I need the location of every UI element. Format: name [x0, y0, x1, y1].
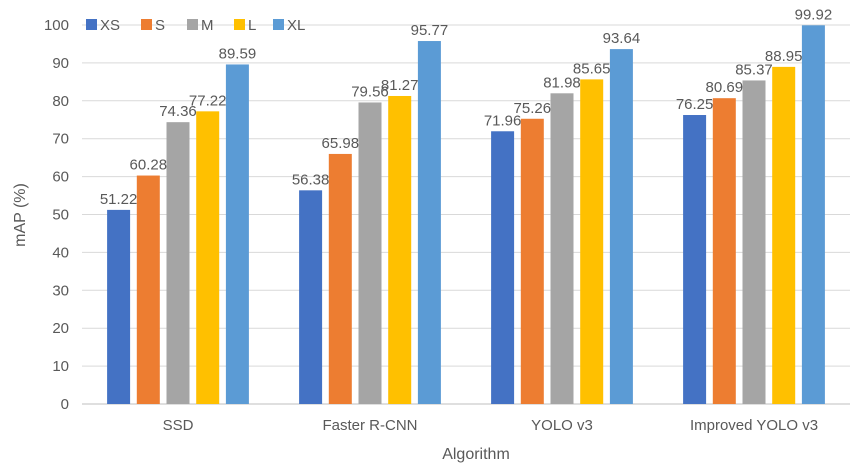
legend-swatch — [187, 19, 198, 30]
data-label: 88.95 — [765, 48, 803, 65]
bar-xl — [801, 25, 825, 405]
bar-m — [166, 122, 190, 404]
data-label: 80.69 — [706, 79, 744, 96]
bar-xs — [107, 209, 131, 404]
y-axis-ticks: 0 10 20 30 40 50 60 70 80 90 100 — [44, 17, 69, 413]
data-label: 95.77 — [411, 22, 449, 39]
y-tick-label: 50 — [52, 207, 69, 224]
bar-xl — [609, 49, 633, 404]
x-category-label: SSD — [163, 417, 194, 434]
legend: XS S M L XL — [86, 17, 305, 34]
x-category-label: Improved YOLO v3 — [690, 417, 818, 434]
y-tick-label: 20 — [52, 320, 69, 337]
x-axis-categories: SSD Faster R-CNN YOLO v3 Improved YOLO v3 — [163, 417, 818, 434]
y-tick-label: 0 — [61, 396, 69, 413]
data-label: 81.27 — [381, 77, 419, 94]
x-category-label: Faster R-CNN — [322, 417, 417, 434]
data-label: 60.28 — [130, 157, 168, 174]
legend-label: S — [155, 17, 165, 34]
legend-swatch — [273, 19, 284, 30]
legend-swatch — [234, 19, 245, 30]
data-label: 74.36 — [159, 103, 197, 120]
data-label: 79.56 — [351, 83, 389, 100]
y-tick-label: 70 — [52, 131, 69, 148]
bars — [107, 25, 825, 405]
data-label: 65.98 — [322, 135, 360, 152]
data-label: 76.25 — [676, 96, 714, 113]
bar-xs — [299, 190, 323, 404]
legend-swatch — [86, 19, 97, 30]
legend-item-xs: XS — [86, 17, 120, 34]
bar-l — [196, 111, 220, 405]
bar-s — [520, 118, 544, 405]
data-label: 75.26 — [514, 100, 552, 117]
data-label: 93.64 — [603, 30, 641, 47]
data-label: 71.96 — [484, 112, 522, 129]
y-axis-title: mAP (%) — [12, 183, 29, 247]
y-tick-label: 90 — [52, 55, 69, 72]
data-label: 85.65 — [573, 60, 611, 77]
legend-label: XL — [287, 17, 305, 34]
data-label: 85.37 — [735, 61, 773, 78]
y-tick-label: 10 — [52, 358, 69, 375]
data-label: 99.92 — [795, 6, 833, 23]
bar-s — [328, 153, 352, 404]
data-label: 81.98 — [543, 74, 581, 91]
bar-l — [580, 79, 604, 404]
x-category-label: YOLO v3 — [531, 417, 593, 434]
data-label: 89.59 — [219, 45, 257, 62]
data-label: 56.38 — [292, 171, 330, 188]
bar-m — [358, 102, 382, 405]
bar-l — [388, 95, 412, 405]
bar-s — [136, 175, 160, 404]
x-axis-title: Algorithm — [442, 446, 510, 463]
bar-s — [712, 98, 736, 404]
data-label: 51.22 — [100, 191, 138, 208]
bar-xs — [491, 131, 515, 404]
legend-label: L — [248, 17, 256, 34]
y-tick-label: 40 — [52, 244, 69, 261]
bar-m — [550, 93, 574, 404]
legend-item-m: M — [187, 17, 214, 34]
legend-item-s: S — [141, 17, 165, 34]
legend-label: XS — [100, 17, 120, 34]
bar-xl — [225, 64, 249, 404]
bar-m — [742, 80, 766, 405]
y-tick-label: 60 — [52, 169, 69, 186]
legend-item-l: L — [234, 17, 256, 34]
y-tick-label: 100 — [44, 17, 69, 34]
legend-item-xl: XL — [273, 17, 305, 34]
bar-l — [772, 66, 796, 404]
data-label: 77.22 — [189, 92, 227, 109]
legend-label: M — [201, 17, 214, 34]
bar-xl — [417, 41, 441, 404]
y-tick-label: 80 — [52, 93, 69, 110]
bar-xs — [683, 115, 707, 404]
legend-swatch — [141, 19, 152, 30]
y-tick-label: 30 — [52, 282, 69, 299]
